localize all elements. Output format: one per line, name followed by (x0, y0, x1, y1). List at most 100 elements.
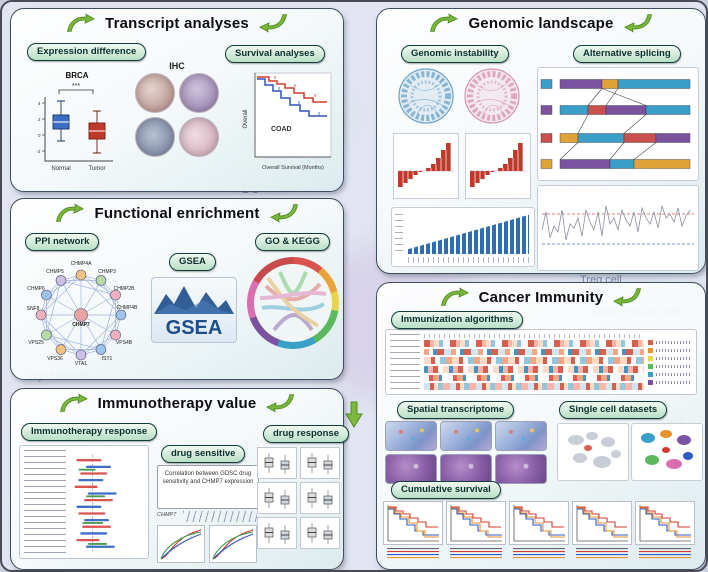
spatial-tile (440, 454, 492, 484)
badge-gsea: GSEA (169, 253, 216, 271)
badge-cumulative-survival: Cumulative survival (391, 481, 501, 499)
spatial-tile (385, 454, 437, 484)
spatial-tile (495, 421, 547, 451)
waterfall-chart (465, 133, 531, 199)
cycle-arrow-icon (613, 288, 642, 307)
drug-boxplot (300, 447, 340, 479)
cycle-arrow-icon (430, 13, 459, 32)
ppi-center-label: CHMP7 (72, 322, 90, 328)
cycle-arrow-icon (67, 13, 95, 32)
cycle-arrow-icon (269, 204, 298, 223)
badge-drug-sensitive: drug sensitive (161, 445, 246, 463)
correlation-box: Correlation between GDSC drug sensitivit… (157, 465, 259, 509)
ihc-image (179, 73, 219, 113)
km-ylabel: Overall (243, 109, 249, 128)
badge-expression-difference: Expression difference (27, 43, 147, 61)
gene-label: CHMP7 (157, 512, 177, 518)
spatial-tile (440, 421, 492, 451)
ihc-image (135, 117, 175, 157)
panel-title: Functional enrichment (94, 204, 260, 222)
ihc-image (179, 117, 219, 157)
badge-genomic-instability: Genomic instability (401, 45, 509, 63)
panel-functional-enrichment: Functional enrichment PPI network GSEA G… (10, 198, 344, 380)
ppi-node-label: IST1 (102, 356, 113, 362)
badge-survival-analyses: Survival analyses (225, 45, 325, 63)
cycle-arrow-icon (266, 394, 295, 413)
gsea-logo-text: GSEA (166, 317, 223, 339)
psi-line-chart (537, 185, 699, 271)
ppi-node-label: CHMP2B (114, 286, 136, 292)
ppi-node-label: SNF8 (27, 306, 40, 312)
y-tick: -2 (36, 149, 41, 155)
badge-immunotherapy-response: Immunotherapy response (21, 423, 158, 441)
ihc-image (135, 73, 175, 113)
km-mini-chart (635, 501, 695, 559)
ppi-node-label: VPS25 (28, 340, 44, 346)
panel-immunotherapy-value: Immunotherapy value Immunotherapy respon… (10, 388, 349, 570)
km-cohort-label: COAD (271, 126, 292, 133)
cycle-arrow-icon (59, 393, 88, 412)
ppi-node-label: CHMP4A (71, 261, 93, 267)
flow-arrow-icon (345, 401, 363, 428)
ppi-node-label: VPS36 (47, 356, 63, 362)
drug-boxplot (257, 482, 297, 514)
badge-single-cell-datasets: Single cell datasets (559, 401, 668, 419)
km-mini-chart (383, 501, 443, 559)
x-tick: Normal (51, 166, 70, 172)
y-tick: 2 (38, 117, 41, 123)
drug-boxplot (257, 447, 297, 479)
panel-cancer-immunity: Cancer Immunity Immunization algorithms (376, 282, 706, 570)
ppi-node-label: CHMP5 (46, 269, 64, 275)
km-mini-chart (446, 501, 506, 559)
splicing-diagram (537, 67, 699, 181)
umap-plot (631, 423, 703, 481)
circos-plot (397, 67, 455, 125)
cycle-arrow-icon (56, 203, 85, 222)
spatial-tile (495, 454, 547, 484)
brca-boxplot-chart: BRCA *** 4 2 0 -2 Normal Tumor (36, 71, 113, 172)
drug-boxplot (257, 517, 297, 549)
ihc-label: IHC (169, 61, 185, 71)
badge-go-kegg: GO & KEGG (255, 233, 330, 251)
boxplot-title: BRCA (65, 71, 88, 80)
y-tick: 4 (38, 101, 41, 107)
chord-diagram-chart (247, 257, 339, 349)
drug-boxplot (300, 482, 340, 514)
gsea-logo: GSEA (151, 277, 237, 343)
ppi-node-label: VTA1 (75, 361, 87, 367)
x-tick: Tumor (88, 166, 105, 172)
ppi-network-chart: CHMP4B CHMP2B CHMP3 CHMP4A CHMP5 CHMP6 S… (27, 261, 139, 367)
ppi-node-label: CHMP3 (98, 269, 116, 275)
km-mini-chart (572, 501, 632, 559)
roc-chart (157, 525, 205, 563)
badge-ppi-network: PPI network (25, 233, 100, 251)
panel-title: Immunotherapy value (97, 394, 257, 412)
panel-genomic-landscape: Genomic landscape Genomic instability Al… (376, 8, 706, 274)
cycle-arrow-icon (440, 287, 469, 306)
km-curve-chart: COAD Overall Overall Survival (Months) (243, 72, 332, 171)
ppi-node-label: CHMP6 (27, 286, 45, 292)
panel-title: Genomic landscape (468, 14, 614, 32)
immune-heatmap (385, 329, 697, 395)
spatial-tile (385, 421, 437, 451)
circos-plot (463, 67, 521, 125)
significance-label: *** (72, 83, 80, 90)
forest-plot (19, 445, 149, 559)
badge-drug-response: drug response (263, 425, 349, 443)
cycle-arrow-icon (623, 14, 652, 33)
drug-boxplot (300, 517, 340, 549)
badge-immunization-algorithms: Immunization algorithms (391, 311, 524, 329)
roc-chart (209, 525, 257, 563)
panel-title: Cancer Immunity (478, 288, 604, 306)
umap-plot (557, 423, 629, 481)
ppi-node-label: VPS4B (116, 340, 133, 346)
badge-alternative-splicing: Alternative splicing (573, 45, 681, 63)
drug-tick-labels (183, 511, 257, 522)
panel-transcript-analyses: Transcript analyses Expression differenc… (10, 8, 344, 192)
badge-spatial-transcriptome: Spatial transcriptome (397, 401, 515, 419)
correlation-text: Correlation between GDSC drug sensitivit… (162, 471, 254, 486)
ppi-node-label: CHMP4B (117, 305, 139, 311)
km-mini-chart (509, 501, 569, 559)
y-tick: 0 (38, 133, 41, 139)
